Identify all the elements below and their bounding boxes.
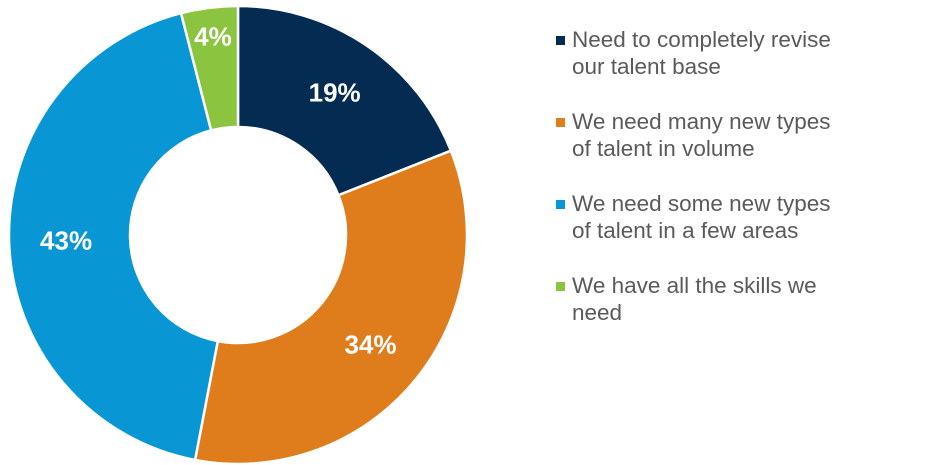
legend-swatch — [556, 118, 565, 127]
slice-revise-talent-base — [236, 4, 453, 197]
legend-swatch — [556, 282, 565, 291]
donut-data-labels: 19% 34% 43% 4% — [40, 22, 396, 360]
legend-label-line: We have all the skills we — [572, 273, 817, 298]
data-label: 19% — [309, 78, 361, 108]
slice-some-new-types — [7, 11, 220, 462]
legend-label-line: of talent in a few areas — [572, 218, 799, 243]
legend-item-revise-talent-base: Need to completely revise our talent bas… — [556, 26, 946, 80]
legend-label-line: need — [572, 300, 623, 325]
data-label: 34% — [345, 330, 397, 360]
slice-many-new-types — [193, 149, 469, 465]
legend-label-line: our talent base — [572, 54, 721, 79]
chart-legend: Need to completely revise our talent bas… — [556, 26, 946, 354]
legend-label-line: We need many new types — [572, 109, 831, 134]
slice-have-all-skills — [179, 4, 240, 132]
legend-item-have-all-skills: We have all the skills we need — [556, 272, 946, 326]
legend-item-some-new-types: We need some new types of talent in a fe… — [556, 190, 946, 244]
legend-item-many-new-types: We need many new types of talent in volu… — [556, 108, 946, 162]
legend-label-line: of talent in volume — [572, 136, 755, 161]
data-label: 4% — [194, 22, 232, 52]
legend-swatch — [556, 36, 565, 45]
legend-label-line: We need some new types — [572, 191, 831, 216]
donut-slices — [7, 4, 469, 465]
data-label: 43% — [40, 225, 92, 255]
legend-swatch — [556, 200, 565, 209]
legend-label-line: Need to completely revise — [572, 27, 831, 52]
